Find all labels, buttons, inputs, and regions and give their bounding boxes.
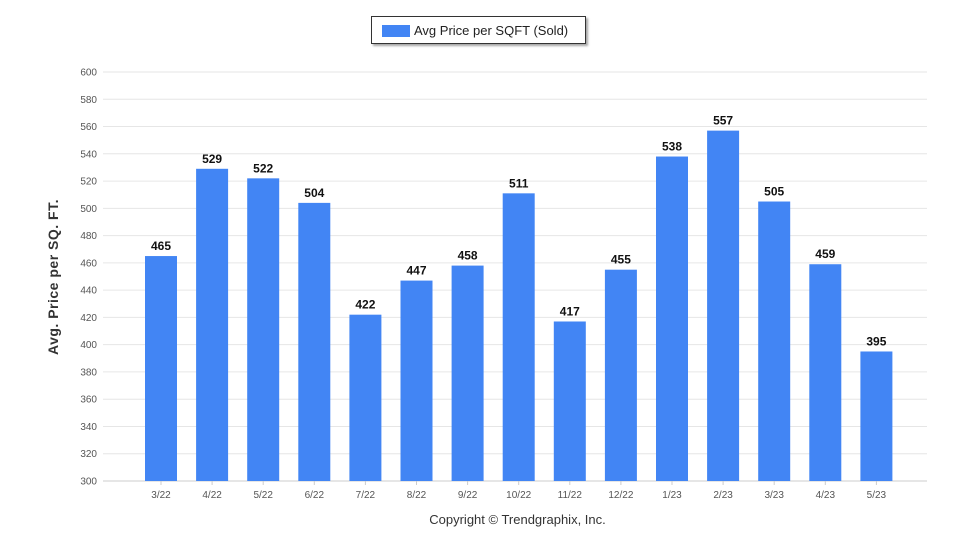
y-tick-label: 540: [80, 149, 97, 160]
bar: [196, 168, 229, 481]
legend: Avg Price per SQFT (Sold): [371, 16, 586, 44]
data-label: 458: [458, 249, 478, 263]
y-tick-label: 380: [80, 367, 97, 378]
data-labels: 465 529 522 504 422 447 458 511 417 455 538 557 505 4…: [151, 114, 887, 349]
data-label: 511: [509, 176, 529, 190]
bar: [707, 130, 740, 481]
x-tick-label: 8/22: [407, 490, 427, 501]
data-label: 422: [355, 298, 375, 312]
y-tick-label: 600: [80, 68, 97, 79]
data-label: 522: [253, 161, 273, 175]
x-tick-label: 1/23: [662, 490, 682, 501]
y-axis-ticks: 300 320 340 360 380 400 420 440 460 480 500 520 540 5…: [80, 68, 97, 488]
x-tick-label: 5/23: [867, 490, 887, 501]
y-axis-title: Avg. Price per SQ. FT.: [45, 199, 61, 355]
legend-label: Avg Price per SQFT (Sold): [414, 23, 569, 38]
y-tick-label: 340: [80, 422, 97, 433]
bar: [809, 264, 842, 481]
bar: [758, 201, 791, 481]
x-tick-label: 10/22: [506, 490, 531, 501]
y-tick-label: 480: [80, 231, 97, 242]
x-tick-label: 4/23: [816, 490, 836, 501]
bar: [145, 256, 177, 481]
x-tick-label: 3/22: [151, 490, 171, 501]
y-tick-label: 420: [80, 313, 97, 324]
data-label: 395: [866, 334, 886, 348]
bar: [656, 156, 688, 481]
data-label: 447: [406, 264, 426, 278]
data-label: 505: [764, 185, 784, 199]
data-label: 504: [304, 186, 324, 200]
y-tick-label: 440: [80, 286, 97, 297]
bar: [553, 321, 586, 481]
bar: [860, 351, 893, 481]
x-tick-label: 6/22: [305, 490, 325, 501]
data-label: 529: [202, 152, 222, 166]
y-tick-label: 560: [80, 122, 97, 133]
bar: [298, 202, 331, 481]
data-label: 455: [611, 253, 631, 267]
bar: [400, 280, 433, 481]
bar: [247, 178, 280, 481]
data-label: 465: [151, 239, 171, 253]
data-label: 557: [713, 114, 733, 128]
y-tick-label: 520: [80, 177, 97, 188]
x-tick-label: 3/23: [764, 490, 784, 501]
legend-swatch: [382, 25, 410, 37]
x-tick-label: 5/22: [253, 490, 273, 501]
y-tick-label: 360: [80, 395, 97, 406]
bar: [349, 314, 382, 481]
y-tick-label: 580: [80, 95, 97, 106]
bar: [451, 265, 484, 481]
x-tick-label: 9/22: [458, 490, 478, 501]
data-label: 417: [560, 304, 580, 318]
x-tick-label: 7/22: [356, 490, 376, 501]
x-tick-label: 12/22: [608, 490, 633, 501]
bars: [145, 130, 893, 481]
bar: [604, 269, 637, 481]
data-label: 538: [662, 140, 682, 154]
x-tick-label: 4/22: [202, 490, 222, 501]
copyright-text: Copyright © Trendgraphix, Inc.: [429, 512, 606, 527]
bar: [502, 193, 535, 481]
data-label: 459: [815, 247, 835, 261]
y-tick-label: 300: [80, 477, 97, 488]
y-tick-label: 460: [80, 258, 97, 269]
x-axis-ticks: 3/22 4/22 5/22 6/22 7/22 8/22 9/22 10/22 11/22 12…: [151, 481, 887, 501]
x-tick-label: 11/22: [558, 490, 583, 501]
y-tick-label: 320: [80, 449, 97, 460]
y-tick-label: 400: [80, 340, 97, 351]
y-tick-label: 500: [80, 204, 97, 215]
x-tick-label: 2/23: [713, 490, 733, 501]
